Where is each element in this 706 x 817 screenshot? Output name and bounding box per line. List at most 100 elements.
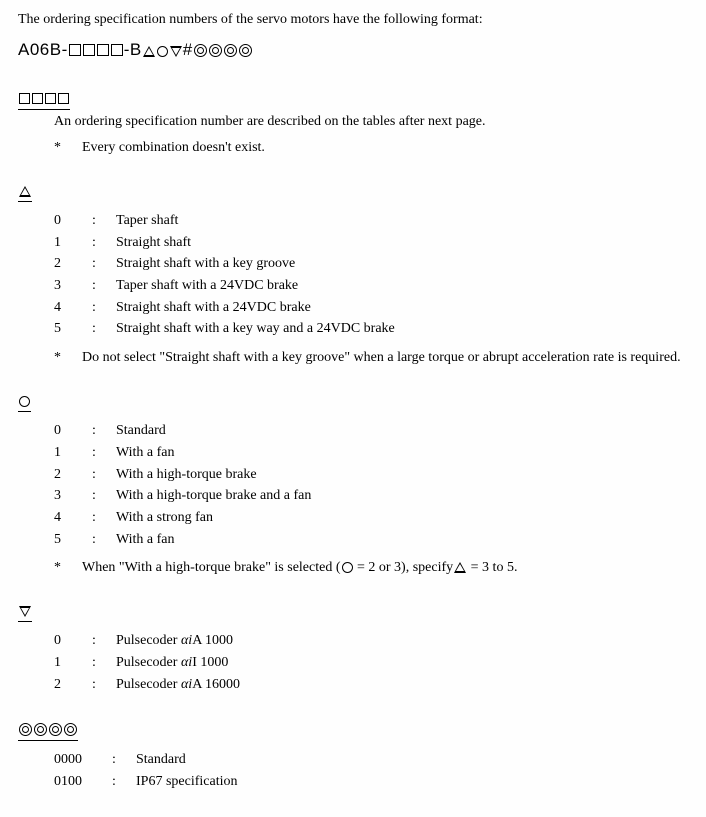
format-mid: -B	[124, 40, 142, 59]
row-key: 3	[54, 485, 82, 507]
double-circle-icon	[49, 723, 62, 736]
row-key: 1	[54, 652, 82, 674]
square-icon	[19, 93, 30, 104]
squares-note: * Every combination doesn't exist.	[54, 140, 688, 156]
asterisk: *	[54, 560, 82, 576]
triangle-down-icon	[170, 46, 182, 57]
row-colon: :	[82, 485, 106, 507]
table-row: 4:With a strong fan	[54, 507, 688, 529]
row-value: Pulsecoder αiA 16000	[106, 674, 688, 696]
circle-icon	[342, 562, 353, 573]
asterisk: *	[54, 350, 82, 366]
double-circle-icon	[19, 723, 32, 736]
circle-note-text: When "With a high-torque brake" is selec…	[82, 560, 688, 576]
row-colon: :	[102, 749, 126, 771]
row-colon: :	[82, 232, 106, 254]
row-key: 0100	[54, 771, 102, 793]
row-value: Straight shaft with a key groove	[106, 253, 688, 275]
section-circle-head	[18, 384, 688, 416]
triangle-up-icon	[454, 562, 466, 573]
row-key: 0	[54, 630, 82, 652]
row-key: 3	[54, 275, 82, 297]
row-value: Straight shaft with a key way and a 24VD…	[106, 318, 688, 340]
squares-desc: An ordering specification number are des…	[54, 114, 688, 130]
row-colon: :	[82, 529, 106, 551]
table-row: 5:Straight shaft with a key way and a 24…	[54, 318, 688, 340]
table-row: 4:Straight shaft with a 24VDC brake	[54, 297, 688, 319]
row-value: Taper shaft with a 24VDC brake	[106, 275, 688, 297]
table-row: 0100:IP67 specification	[54, 771, 688, 793]
section-invtriangle-head	[18, 594, 688, 626]
table-row: 0:Pulsecoder αiA 1000	[54, 630, 688, 652]
row-colon: :	[82, 253, 106, 275]
row-key: 2	[54, 253, 82, 275]
double-circle-icon	[34, 723, 47, 736]
table-row: 0000:Standard	[54, 749, 688, 771]
square-icon	[111, 44, 123, 56]
row-value: With a high-torque brake and a fan	[106, 485, 688, 507]
asterisk: *	[54, 140, 82, 156]
square-icon	[97, 44, 109, 56]
row-key: 0000	[54, 749, 102, 771]
square-icon	[32, 93, 43, 104]
table-row: 1:With a fan	[54, 442, 688, 464]
row-colon: :	[82, 420, 106, 442]
table-row: 0:Standard	[54, 420, 688, 442]
section-squares-head	[18, 92, 70, 110]
table-row: 5:With a fan	[54, 529, 688, 551]
row-key: 0	[54, 210, 82, 232]
row-key: 1	[54, 232, 82, 254]
row-value: Pulsecoder αiI 1000	[106, 652, 688, 674]
row-value: Standard	[126, 749, 688, 771]
format-hash: #	[183, 40, 193, 59]
section-dblcircle-head	[18, 713, 688, 745]
row-key: 0	[54, 420, 82, 442]
format-line: A06B- -B #	[18, 40, 688, 60]
triangle-up-icon	[19, 186, 31, 197]
double-circle-icon	[209, 44, 222, 57]
table-row: 0:Taper shaft	[54, 210, 688, 232]
table-row: 2:Pulsecoder αiA 16000	[54, 674, 688, 696]
row-colon: :	[102, 771, 126, 793]
square-icon	[83, 44, 95, 56]
row-colon: :	[82, 210, 106, 232]
double-circle-icon	[239, 44, 252, 57]
intro-text: The ordering specification numbers of th…	[18, 12, 688, 28]
table-row: 1:Straight shaft	[54, 232, 688, 254]
row-colon: :	[82, 507, 106, 529]
triangle-up-icon	[143, 46, 155, 57]
double-circle-icon	[64, 723, 77, 736]
squares-note-text: Every combination doesn't exist.	[82, 140, 688, 156]
section-triangle-head	[18, 174, 688, 206]
table-row: 2:Straight shaft with a key groove	[54, 253, 688, 275]
dblcircle-table: 0000:Standard0100:IP67 specification	[54, 749, 688, 792]
row-key: 1	[54, 442, 82, 464]
triangle-note-text: Do not select "Straight shaft with a key…	[82, 350, 688, 366]
row-value: IP67 specification	[126, 771, 688, 793]
triangle-table: 0:Taper shaft1:Straight shaft2:Straight …	[54, 210, 688, 340]
row-value: Straight shaft	[106, 232, 688, 254]
row-key: 2	[54, 674, 82, 696]
format-prefix: A06B-	[18, 40, 68, 59]
invtriangle-table: 0:Pulsecoder αiA 10001:Pulsecoder αiI 10…	[54, 630, 688, 695]
circle-icon	[157, 46, 168, 57]
row-value: With a fan	[106, 529, 688, 551]
row-colon: :	[82, 630, 106, 652]
row-value: Standard	[106, 420, 688, 442]
row-value: With a high-torque brake	[106, 464, 688, 486]
double-circle-icon	[224, 44, 237, 57]
square-icon	[45, 93, 56, 104]
row-colon: :	[82, 652, 106, 674]
table-row: 3:With a high-torque brake and a fan	[54, 485, 688, 507]
row-key: 5	[54, 529, 82, 551]
row-key: 4	[54, 297, 82, 319]
triangle-note: * Do not select "Straight shaft with a k…	[54, 350, 688, 366]
row-value: Pulsecoder αiA 1000	[106, 630, 688, 652]
row-value: With a strong fan	[106, 507, 688, 529]
row-colon: :	[82, 318, 106, 340]
double-circle-icon	[194, 44, 207, 57]
row-colon: :	[82, 674, 106, 696]
row-value: Straight shaft with a 24VDC brake	[106, 297, 688, 319]
circle-table: 0:Standard1:With a fan2:With a high-torq…	[54, 420, 688, 550]
square-icon	[58, 93, 69, 104]
